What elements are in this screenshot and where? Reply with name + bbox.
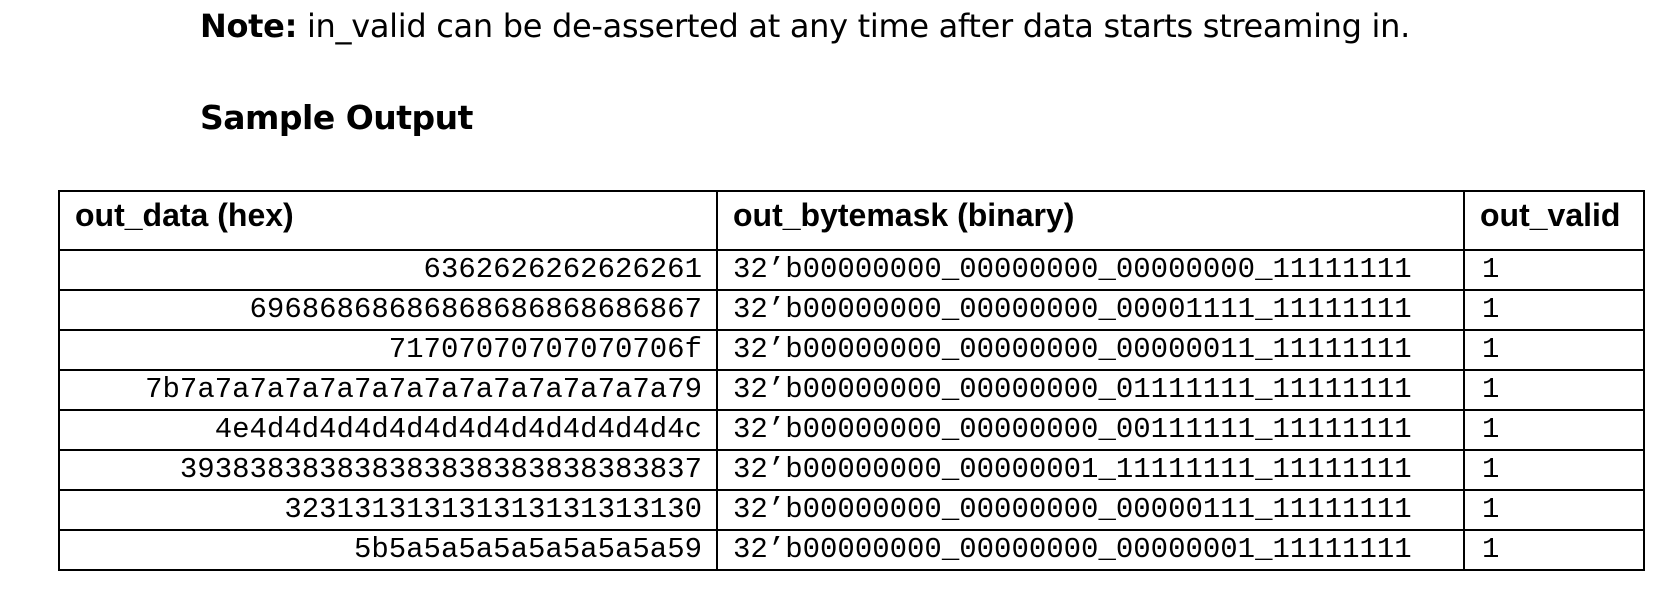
out-bytemask-cell: 32’b00000000_00000001_11111111_11111111 [716, 449, 1465, 491]
table-header-row: out_data (hex) out_bytemask (binary) out… [58, 190, 1645, 251]
out-valid-cell: 1 [1463, 449, 1645, 491]
table-row: 4e4d4d4d4d4d4d4d4d4d4d4d4d4c 32’b0000000… [58, 409, 1645, 451]
out-bytemask-cell: 32’b00000000_00000000_00000011_11111111 [716, 329, 1465, 371]
out-data-cell: 71707070707070706f [58, 329, 718, 371]
out-data-cell: 393838383838383838383838383837 [58, 449, 718, 491]
note-paragraph: Note: in_valid can be de-asserted at any… [200, 2, 1410, 50]
column-header-out-bytemask: out_bytemask (binary) [716, 190, 1465, 251]
table-row: 69686868686868686868686867 32’b00000000_… [58, 289, 1645, 331]
out-data-cell: 7b7a7a7a7a7a7a7a7a7a7a7a7a7a7a79 [58, 369, 718, 411]
table-row: 5b5a5a5a5a5a5a5a5a59 32’b00000000_000000… [58, 529, 1645, 571]
out-valid-cell: 1 [1463, 369, 1645, 411]
out-data-cell: 5b5a5a5a5a5a5a5a5a59 [58, 529, 718, 571]
out-valid-cell: 1 [1463, 489, 1645, 531]
out-bytemask-cell: 32’b00000000_00000000_00111111_11111111 [716, 409, 1465, 451]
out-bytemask-cell: 32’b00000000_00000000_00000111_11111111 [716, 489, 1465, 531]
table-row: 393838383838383838383838383837 32’b00000… [58, 449, 1645, 491]
out-valid-cell: 1 [1463, 529, 1645, 571]
table-row: 6362626262626261 32’b00000000_00000000_0… [58, 249, 1645, 291]
out-valid-cell: 1 [1463, 409, 1645, 451]
out-data-cell: 4e4d4d4d4d4d4d4d4d4d4d4d4d4c [58, 409, 718, 451]
table-row: 71707070707070706f 32’b00000000_00000000… [58, 329, 1645, 371]
out-bytemask-cell: 32’b00000000_00000000_01111111_11111111 [716, 369, 1465, 411]
out-valid-cell: 1 [1463, 289, 1645, 331]
out-bytemask-cell: 32’b00000000_00000000_00000001_11111111 [716, 529, 1465, 571]
out-bytemask-cell: 32’b00000000_00000000_00001111_11111111 [716, 289, 1465, 331]
note-label: Note: [200, 7, 298, 45]
out-data-cell: 323131313131313131313130 [58, 489, 718, 531]
note-text: in_valid can be de-asserted at any time … [297, 7, 1410, 45]
out-data-cell: 6362626262626261 [58, 249, 718, 291]
out-valid-cell: 1 [1463, 249, 1645, 291]
sample-output-table: out_data (hex) out_bytemask (binary) out… [58, 190, 1645, 571]
table-row: 323131313131313131313130 32’b00000000_00… [58, 489, 1645, 531]
out-bytemask-cell: 32’b00000000_00000000_00000000_11111111 [716, 249, 1465, 291]
out-data-cell: 69686868686868686868686867 [58, 289, 718, 331]
table-row: 7b7a7a7a7a7a7a7a7a7a7a7a7a7a7a79 32’b000… [58, 369, 1645, 411]
section-heading: Sample Output [200, 98, 473, 137]
column-header-out-data: out_data (hex) [58, 190, 718, 251]
out-valid-cell: 1 [1463, 329, 1645, 371]
column-header-out-valid: out_valid [1463, 190, 1645, 251]
